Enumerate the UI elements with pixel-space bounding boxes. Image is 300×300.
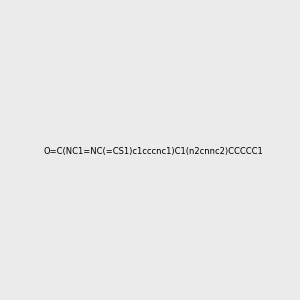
Text: O=C(NC1=NC(=CS1)c1cccnc1)C1(n2cnnc2)CCCCC1: O=C(NC1=NC(=CS1)c1cccnc1)C1(n2cnnc2)CCCC… bbox=[44, 147, 264, 156]
